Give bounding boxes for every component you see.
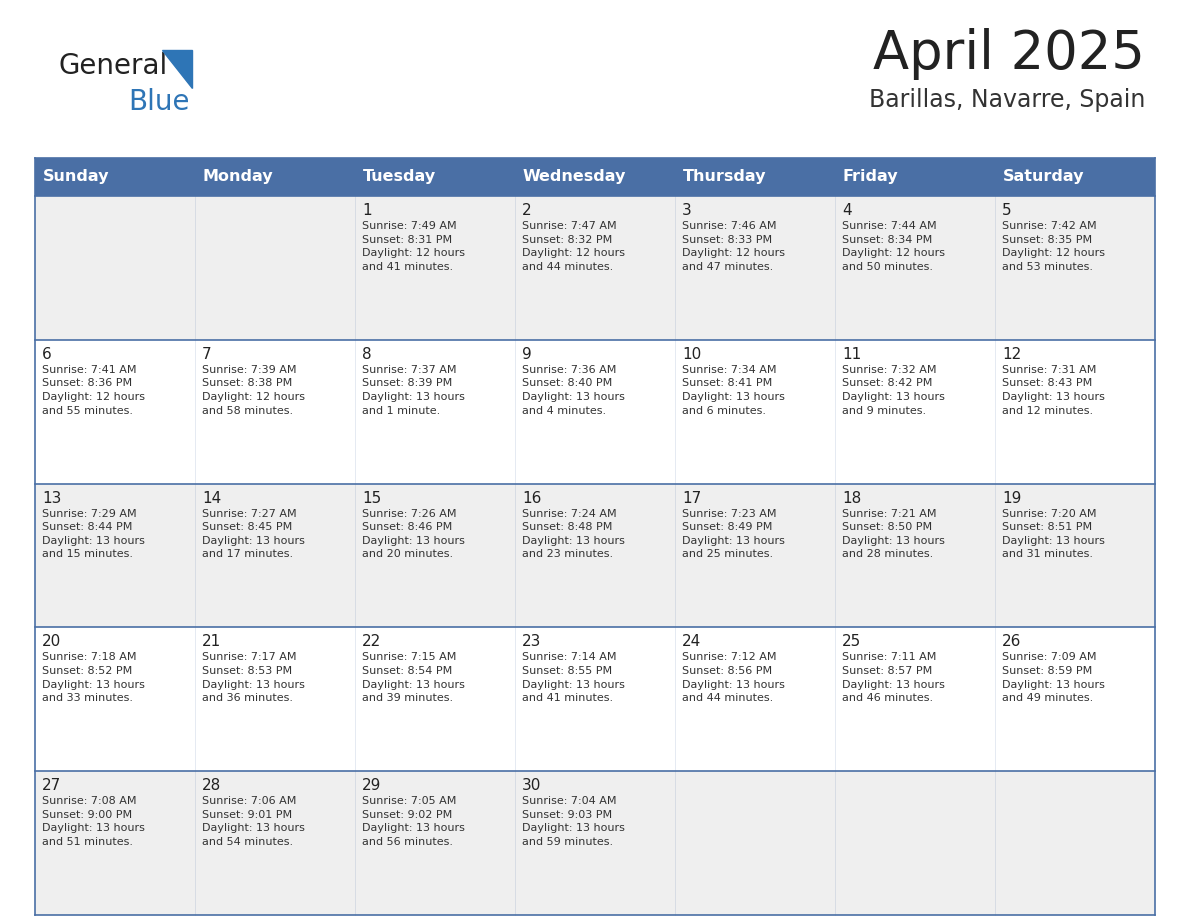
Text: 6: 6 [42,347,52,362]
Text: Monday: Monday [203,170,273,185]
Bar [34,627,1155,771]
Text: 5: 5 [1001,203,1012,218]
Text: Sunrise: 7:18 AM
Sunset: 8:52 PM
Daylight: 13 hours
and 33 minutes.: Sunrise: 7:18 AM Sunset: 8:52 PM Dayligh… [42,653,145,703]
Text: Sunrise: 7:15 AM
Sunset: 8:54 PM
Daylight: 13 hours
and 39 minutes.: Sunrise: 7:15 AM Sunset: 8:54 PM Dayligh… [362,653,465,703]
Text: Sunrise: 7:37 AM
Sunset: 8:39 PM
Daylight: 13 hours
and 1 minute.: Sunrise: 7:37 AM Sunset: 8:39 PM Dayligh… [362,364,465,416]
Text: Sunrise: 7:09 AM
Sunset: 8:59 PM
Daylight: 13 hours
and 49 minutes.: Sunrise: 7:09 AM Sunset: 8:59 PM Dayligh… [1001,653,1105,703]
Text: 26: 26 [1001,634,1022,649]
Text: Wednesday: Wednesday [523,170,626,185]
Text: Friday: Friday [843,170,898,185]
Text: 28: 28 [202,778,221,793]
Text: 9: 9 [522,347,532,362]
Text: 2: 2 [522,203,531,218]
Text: Sunrise: 7:05 AM
Sunset: 9:02 PM
Daylight: 13 hours
and 56 minutes.: Sunrise: 7:05 AM Sunset: 9:02 PM Dayligh… [362,796,465,847]
Text: Sunrise: 7:20 AM
Sunset: 8:51 PM
Daylight: 13 hours
and 31 minutes.: Sunrise: 7:20 AM Sunset: 8:51 PM Dayligh… [1001,509,1105,559]
Text: 3: 3 [682,203,691,218]
Polygon shape [162,50,192,88]
Text: 15: 15 [362,490,381,506]
Text: Sunrise: 7:42 AM
Sunset: 8:35 PM
Daylight: 12 hours
and 53 minutes.: Sunrise: 7:42 AM Sunset: 8:35 PM Dayligh… [1001,221,1105,272]
Text: Sunrise: 7:46 AM
Sunset: 8:33 PM
Daylight: 12 hours
and 47 minutes.: Sunrise: 7:46 AM Sunset: 8:33 PM Dayligh… [682,221,785,272]
Text: Sunrise: 7:44 AM
Sunset: 8:34 PM
Daylight: 12 hours
and 50 minutes.: Sunrise: 7:44 AM Sunset: 8:34 PM Dayligh… [842,221,944,272]
Bar [34,484,1155,627]
Text: Sunrise: 7:17 AM
Sunset: 8:53 PM
Daylight: 13 hours
and 36 minutes.: Sunrise: 7:17 AM Sunset: 8:53 PM Dayligh… [202,653,305,703]
Text: Sunrise: 7:21 AM
Sunset: 8:50 PM
Daylight: 13 hours
and 28 minutes.: Sunrise: 7:21 AM Sunset: 8:50 PM Dayligh… [842,509,944,559]
Text: Sunrise: 7:08 AM
Sunset: 9:00 PM
Daylight: 13 hours
and 51 minutes.: Sunrise: 7:08 AM Sunset: 9:00 PM Dayligh… [42,796,145,847]
Bar [34,196,1155,340]
Text: Sunrise: 7:34 AM
Sunset: 8:41 PM
Daylight: 13 hours
and 6 minutes.: Sunrise: 7:34 AM Sunset: 8:41 PM Dayligh… [682,364,785,416]
Text: Saturday: Saturday [1003,170,1085,185]
Text: Sunrise: 7:23 AM
Sunset: 8:49 PM
Daylight: 13 hours
and 25 minutes.: Sunrise: 7:23 AM Sunset: 8:49 PM Dayligh… [682,509,785,559]
Text: 11: 11 [842,347,861,362]
Text: 25: 25 [842,634,861,649]
Text: Sunrise: 7:04 AM
Sunset: 9:03 PM
Daylight: 13 hours
and 59 minutes.: Sunrise: 7:04 AM Sunset: 9:03 PM Dayligh… [522,796,625,847]
Text: 1: 1 [362,203,372,218]
Text: 21: 21 [202,634,221,649]
Text: 16: 16 [522,490,542,506]
Text: Sunday: Sunday [43,170,109,185]
Text: Sunrise: 7:49 AM
Sunset: 8:31 PM
Daylight: 12 hours
and 41 minutes.: Sunrise: 7:49 AM Sunset: 8:31 PM Dayligh… [362,221,465,272]
Text: 30: 30 [522,778,542,793]
Text: Thursday: Thursday [683,170,766,185]
Text: 19: 19 [1001,490,1022,506]
Text: Sunrise: 7:36 AM
Sunset: 8:40 PM
Daylight: 13 hours
and 4 minutes.: Sunrise: 7:36 AM Sunset: 8:40 PM Dayligh… [522,364,625,416]
Text: Sunrise: 7:26 AM
Sunset: 8:46 PM
Daylight: 13 hours
and 20 minutes.: Sunrise: 7:26 AM Sunset: 8:46 PM Dayligh… [362,509,465,559]
Text: Sunrise: 7:06 AM
Sunset: 9:01 PM
Daylight: 13 hours
and 54 minutes.: Sunrise: 7:06 AM Sunset: 9:01 PM Dayligh… [202,796,305,847]
Text: 13: 13 [42,490,62,506]
Text: 14: 14 [202,490,221,506]
Bar [34,771,1155,915]
Text: 27: 27 [42,778,62,793]
Text: 7: 7 [202,347,211,362]
Text: Sunrise: 7:27 AM
Sunset: 8:45 PM
Daylight: 13 hours
and 17 minutes.: Sunrise: 7:27 AM Sunset: 8:45 PM Dayligh… [202,509,305,559]
Text: Sunrise: 7:39 AM
Sunset: 8:38 PM
Daylight: 12 hours
and 58 minutes.: Sunrise: 7:39 AM Sunset: 8:38 PM Dayligh… [202,364,305,416]
Text: 12: 12 [1001,347,1022,362]
Text: Sunrise: 7:11 AM
Sunset: 8:57 PM
Daylight: 13 hours
and 46 minutes.: Sunrise: 7:11 AM Sunset: 8:57 PM Dayligh… [842,653,944,703]
Bar [34,158,1155,196]
Text: 17: 17 [682,490,701,506]
Text: Sunrise: 7:14 AM
Sunset: 8:55 PM
Daylight: 13 hours
and 41 minutes.: Sunrise: 7:14 AM Sunset: 8:55 PM Dayligh… [522,653,625,703]
Text: 4: 4 [842,203,852,218]
Text: 8: 8 [362,347,372,362]
Text: April 2025: April 2025 [873,28,1145,80]
Text: General: General [58,52,168,80]
Text: 10: 10 [682,347,701,362]
Text: Sunrise: 7:31 AM
Sunset: 8:43 PM
Daylight: 13 hours
and 12 minutes.: Sunrise: 7:31 AM Sunset: 8:43 PM Dayligh… [1001,364,1105,416]
Text: Sunrise: 7:32 AM
Sunset: 8:42 PM
Daylight: 13 hours
and 9 minutes.: Sunrise: 7:32 AM Sunset: 8:42 PM Dayligh… [842,364,944,416]
Text: Blue: Blue [128,88,190,116]
Text: Sunrise: 7:12 AM
Sunset: 8:56 PM
Daylight: 13 hours
and 44 minutes.: Sunrise: 7:12 AM Sunset: 8:56 PM Dayligh… [682,653,785,703]
Text: Sunrise: 7:41 AM
Sunset: 8:36 PM
Daylight: 12 hours
and 55 minutes.: Sunrise: 7:41 AM Sunset: 8:36 PM Dayligh… [42,364,145,416]
Text: 24: 24 [682,634,701,649]
Text: 23: 23 [522,634,542,649]
Bar [34,340,1155,484]
Text: Barillas, Navarre, Spain: Barillas, Navarre, Spain [868,88,1145,112]
Text: Sunrise: 7:29 AM
Sunset: 8:44 PM
Daylight: 13 hours
and 15 minutes.: Sunrise: 7:29 AM Sunset: 8:44 PM Dayligh… [42,509,145,559]
Text: 20: 20 [42,634,62,649]
Text: 22: 22 [362,634,381,649]
Text: Sunrise: 7:24 AM
Sunset: 8:48 PM
Daylight: 13 hours
and 23 minutes.: Sunrise: 7:24 AM Sunset: 8:48 PM Dayligh… [522,509,625,559]
Text: Sunrise: 7:47 AM
Sunset: 8:32 PM
Daylight: 12 hours
and 44 minutes.: Sunrise: 7:47 AM Sunset: 8:32 PM Dayligh… [522,221,625,272]
Text: 18: 18 [842,490,861,506]
Text: Tuesday: Tuesday [364,170,436,185]
Text: 29: 29 [362,778,381,793]
